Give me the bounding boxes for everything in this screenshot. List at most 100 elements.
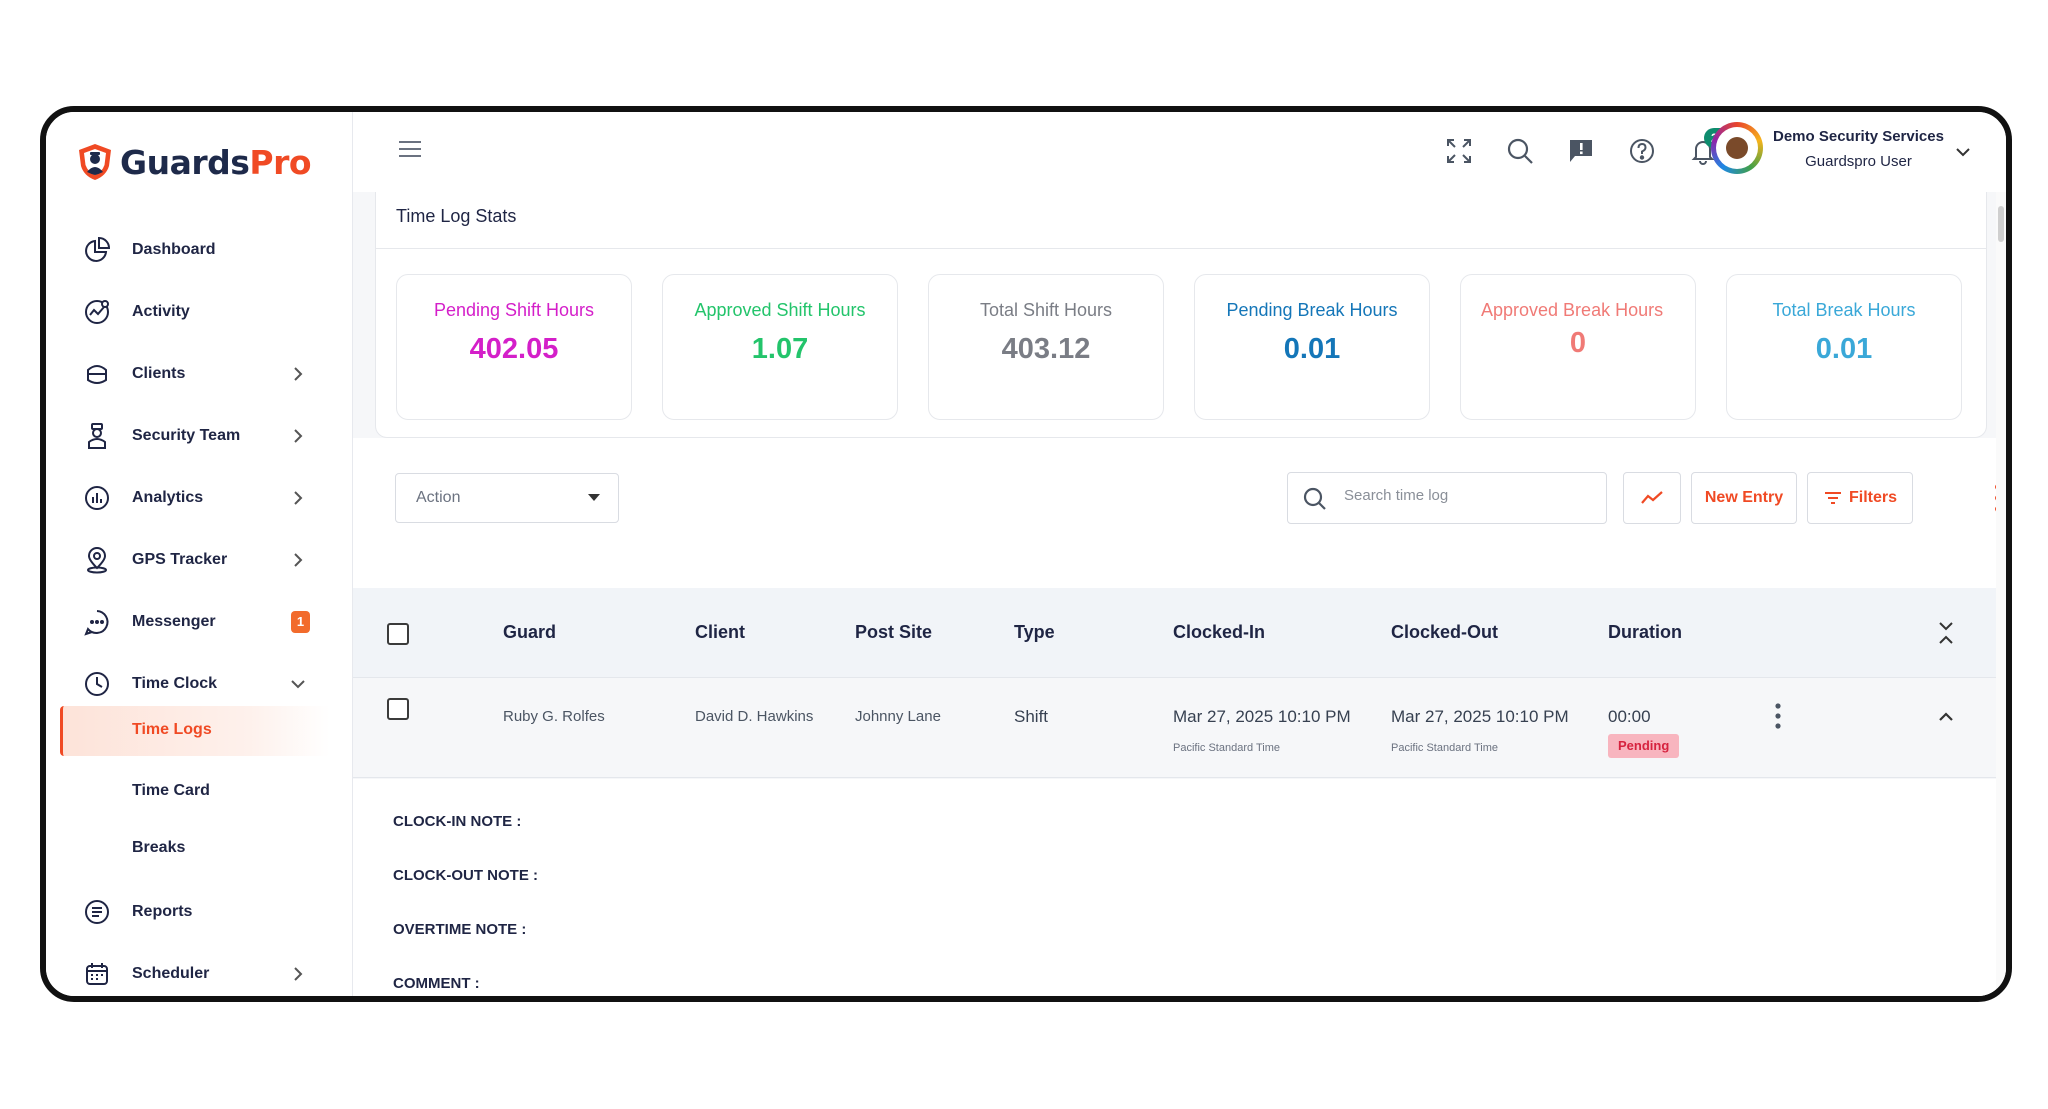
clients-icon bbox=[80, 357, 114, 391]
column-header-clocked-in[interactable]: Clocked-In bbox=[1173, 622, 1266, 642]
user-menu[interactable]: Demo Security Services Guardspro User bbox=[1773, 128, 1944, 170]
stat-label: Approved Break Hours bbox=[1481, 300, 1664, 320]
chevron-up-icon[interactable] bbox=[1936, 708, 1956, 724]
sidebar-item-label: Messenger bbox=[132, 613, 216, 630]
time-log-stats-card: Time Log Stats Pending Shift Hours 402.0… bbox=[375, 192, 1987, 438]
stat-approved-shift-hours: Approved Shift Hours 1.07 bbox=[662, 274, 898, 420]
hamburger-menu-icon[interactable] bbox=[397, 138, 423, 160]
sidebar-subitem-breaks[interactable]: Breaks bbox=[132, 839, 186, 856]
row-checkbox[interactable] bbox=[387, 698, 409, 720]
sidebar-item-gps-tracker[interactable]: GPS Tracker bbox=[80, 538, 330, 582]
stat-pending-break-hours: Pending Break Hours 0.01 bbox=[1194, 274, 1430, 420]
search-icon[interactable] bbox=[1503, 134, 1537, 168]
sidebar-subitem-time-card[interactable]: Time Card bbox=[132, 782, 210, 799]
action-dropdown-label: Action bbox=[416, 489, 461, 506]
chart-toggle-button[interactable] bbox=[1623, 472, 1681, 524]
logo-text-accent: Pro bbox=[249, 142, 312, 182]
column-header-type[interactable]: Type bbox=[1014, 622, 1055, 642]
chevron-down-icon[interactable] bbox=[1953, 142, 1973, 162]
trend-line-icon bbox=[1641, 491, 1663, 504]
activity-icon bbox=[80, 295, 114, 329]
scrollbar-thumb[interactable] bbox=[1998, 206, 2004, 242]
select-all-checkbox[interactable] bbox=[387, 623, 409, 645]
sidebar-item-security-team[interactable]: Security Team bbox=[80, 414, 330, 458]
shield-logo-icon bbox=[79, 144, 111, 180]
cell-post-site[interactable]: Johnny Lane bbox=[855, 708, 941, 725]
table-header: Guard Client Post Site Type Clocked-In C… bbox=[353, 588, 1996, 678]
guardspro-logo[interactable]: GuardsPro bbox=[76, 142, 312, 182]
search-icon bbox=[1303, 487, 1326, 510]
stat-total-shift-hours: Total Shift Hours 403.12 bbox=[928, 274, 1164, 420]
stat-label: Total Shift Hours bbox=[979, 300, 1113, 320]
collapse-all-icon[interactable] bbox=[1937, 620, 1955, 646]
filters-label: Filters bbox=[1848, 489, 1897, 506]
avatar[interactable] bbox=[1711, 122, 1763, 174]
help-icon[interactable] bbox=[1625, 134, 1659, 168]
sidebar-item-messenger[interactable]: Messenger 1 bbox=[80, 600, 330, 644]
company-name: Demo Security Services bbox=[1773, 128, 1944, 145]
stat-label: Approved Shift Hours bbox=[694, 300, 866, 320]
user-name: Guardspro User bbox=[1805, 153, 1912, 170]
stat-total-break-hours: Total Break Hours 0.01 bbox=[1726, 274, 1962, 420]
main-content: Time Log Stats Pending Shift Hours 402.0… bbox=[353, 192, 2001, 996]
scheduler-icon bbox=[80, 957, 114, 991]
stat-value: 402.05 bbox=[469, 333, 559, 365]
cell-clocked-out-timezone: Pacific Standard Time bbox=[1391, 742, 1498, 754]
sidebar-subitem-label: Time Logs bbox=[132, 721, 212, 738]
column-header-post-site[interactable]: Post Site bbox=[855, 622, 933, 642]
clock-in-note-label: CLOCK-IN NOTE : bbox=[393, 813, 522, 830]
scrollbar[interactable] bbox=[1996, 192, 2006, 996]
stat-value: 0.01 bbox=[1815, 333, 1873, 365]
sidebar-item-dashboard[interactable]: Dashboard bbox=[80, 228, 330, 272]
feedback-icon[interactable] bbox=[1564, 134, 1598, 168]
stat-value: 403.12 bbox=[1001, 333, 1091, 365]
sidebar-item-label: Dashboard bbox=[132, 241, 216, 258]
stats-title: Time Log Stats bbox=[396, 206, 517, 226]
cell-clocked-out: Mar 27, 2025 10:10 PM bbox=[1391, 707, 1569, 726]
messenger-icon bbox=[80, 605, 114, 639]
cell-guard[interactable]: Ruby G. Rolfes bbox=[503, 708, 605, 725]
table-row[interactable]: Ruby G. Rolfes David D. Hawkins Johnny L… bbox=[353, 678, 1996, 778]
stat-value: 0 bbox=[1569, 327, 1587, 359]
new-entry-button[interactable]: New Entry bbox=[1691, 472, 1797, 524]
sidebar-item-label: Activity bbox=[132, 303, 190, 320]
cell-client[interactable]: David D. Hawkins bbox=[695, 708, 814, 725]
comment-label: COMMENT : bbox=[393, 975, 480, 992]
fullscreen-icon[interactable] bbox=[1442, 134, 1476, 168]
clock-icon bbox=[80, 667, 114, 701]
stat-value: 0.01 bbox=[1283, 333, 1341, 365]
top-bar: 262 Demo Security Services Guardspro Use… bbox=[353, 112, 2006, 192]
sidebar-item-reports[interactable]: Reports bbox=[80, 890, 330, 934]
stat-label: Pending Break Hours bbox=[1226, 300, 1398, 320]
chevron-down-icon bbox=[291, 680, 305, 689]
sidebar-item-activity[interactable]: Activity bbox=[80, 290, 330, 334]
sidebar-item-clients[interactable]: Clients bbox=[80, 352, 330, 396]
sidebar-item-analytics[interactable]: Analytics bbox=[80, 476, 330, 520]
action-dropdown[interactable]: Action bbox=[395, 473, 619, 523]
row-more-options-icon[interactable] bbox=[1773, 702, 1783, 730]
column-header-guard[interactable]: Guard bbox=[503, 622, 557, 642]
stat-label: Pending Shift Hours bbox=[433, 300, 595, 320]
cell-clocked-in-timezone: Pacific Standard Time bbox=[1173, 742, 1280, 754]
cell-duration: 00:00 bbox=[1608, 707, 1651, 726]
stat-approved-break-hours: Approved Break Hours 0 bbox=[1460, 274, 1696, 420]
chevron-right-icon bbox=[294, 491, 303, 505]
sidebar-subitem-time-logs[interactable]: Time Logs bbox=[60, 706, 330, 756]
column-header-duration[interactable]: Duration bbox=[1608, 622, 1682, 642]
logo-text-main: Guards bbox=[120, 142, 250, 182]
column-header-client[interactable]: Client bbox=[695, 622, 746, 642]
filters-button[interactable]: Filters bbox=[1807, 472, 1913, 524]
cell-type: Shift bbox=[1014, 707, 1049, 726]
overtime-note-label: OVERTIME NOTE : bbox=[393, 921, 527, 938]
sidebar-item-label: Analytics bbox=[132, 489, 204, 506]
search-input[interactable] bbox=[1344, 487, 1584, 504]
sidebar-item-scheduler[interactable]: Scheduler bbox=[80, 952, 330, 996]
stat-label: Total Break Hours bbox=[1772, 300, 1916, 320]
sidebar: GuardsPro Dashboard Activity Clients bbox=[46, 112, 353, 996]
security-team-icon bbox=[80, 419, 114, 453]
sidebar-item-time-clock[interactable]: Time Clock bbox=[80, 662, 330, 706]
column-header-clocked-out[interactable]: Clocked-Out bbox=[1391, 622, 1499, 642]
chevron-right-icon bbox=[294, 553, 303, 567]
stat-pending-shift-hours: Pending Shift Hours 402.05 bbox=[396, 274, 632, 420]
clock-out-note-label: CLOCK-OUT NOTE : bbox=[393, 867, 538, 884]
